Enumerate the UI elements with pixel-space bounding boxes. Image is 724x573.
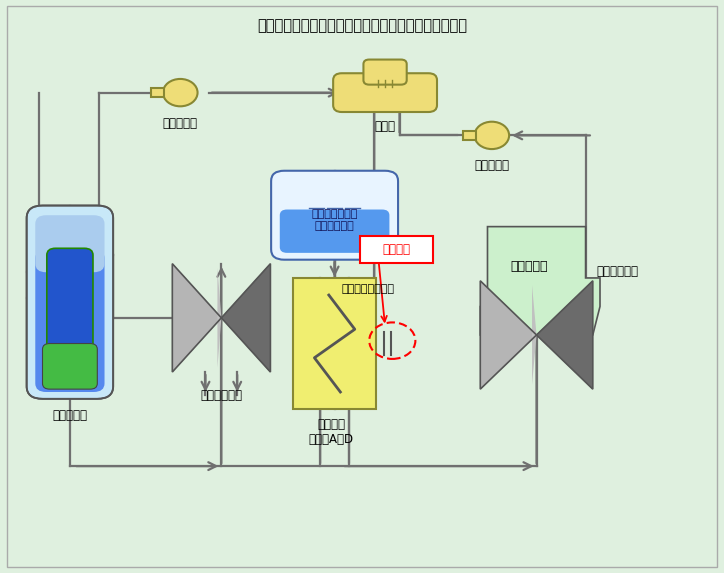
Polygon shape (172, 264, 222, 372)
Bar (463, 131, 476, 140)
Circle shape (163, 79, 198, 107)
Text: 低圧タービン: 低圧タービン (597, 265, 639, 278)
Polygon shape (480, 281, 536, 389)
FancyBboxPatch shape (360, 236, 434, 262)
Circle shape (474, 121, 509, 149)
FancyBboxPatch shape (35, 215, 104, 272)
Text: 給水ポンプ: 給水ポンプ (163, 116, 198, 129)
Polygon shape (217, 268, 222, 368)
Polygon shape (172, 264, 222, 372)
Text: 湿分分離加熱器
ドレンタンク: 湿分分離加熱器 ドレンタンク (311, 209, 358, 231)
Polygon shape (536, 281, 593, 389)
Polygon shape (536, 281, 593, 389)
Bar (151, 88, 164, 97)
Polygon shape (536, 281, 593, 389)
Polygon shape (222, 264, 270, 372)
FancyBboxPatch shape (43, 344, 97, 389)
Polygon shape (172, 264, 222, 372)
Polygon shape (222, 264, 270, 372)
FancyBboxPatch shape (363, 60, 407, 85)
Polygon shape (532, 285, 536, 385)
Text: 復　水　器: 復 水 器 (510, 260, 548, 273)
Text: 高圧給水加熱器へ: 高圧給水加熱器へ (342, 284, 395, 294)
Polygon shape (480, 281, 536, 389)
FancyBboxPatch shape (333, 73, 437, 112)
FancyBboxPatch shape (27, 206, 113, 399)
Text: 当該箇所: 当該箇所 (382, 243, 411, 256)
Polygon shape (480, 281, 536, 389)
Polygon shape (172, 264, 222, 372)
FancyBboxPatch shape (35, 249, 104, 392)
Polygon shape (222, 264, 270, 372)
FancyBboxPatch shape (271, 171, 398, 260)
Polygon shape (536, 281, 593, 389)
Polygon shape (222, 264, 270, 372)
Polygon shape (536, 281, 593, 389)
Polygon shape (222, 264, 270, 372)
Polygon shape (480, 281, 536, 389)
Bar (292, 278, 376, 409)
Polygon shape (480, 281, 536, 389)
Text: 復水ポンプ: 復水ポンプ (474, 159, 509, 172)
Polygon shape (480, 281, 536, 389)
Polygon shape (536, 281, 593, 389)
Polygon shape (536, 281, 593, 389)
Polygon shape (222, 264, 270, 372)
Polygon shape (222, 264, 270, 372)
Polygon shape (172, 264, 222, 372)
Polygon shape (480, 281, 536, 389)
Text: 脱気器: 脱気器 (374, 120, 395, 133)
Polygon shape (480, 281, 536, 389)
Polygon shape (536, 281, 593, 389)
Polygon shape (536, 281, 593, 389)
Polygon shape (480, 281, 536, 389)
FancyBboxPatch shape (279, 210, 390, 253)
Text: 高圧タービン: 高圧タービン (201, 389, 243, 402)
Polygon shape (222, 264, 270, 372)
Polygon shape (172, 264, 222, 372)
Polygon shape (480, 227, 600, 335)
Polygon shape (172, 264, 222, 372)
Polygon shape (222, 264, 270, 372)
Text: 蒸気発生器: 蒸気発生器 (52, 409, 88, 422)
Polygon shape (222, 264, 270, 372)
Polygon shape (222, 264, 270, 372)
Polygon shape (222, 264, 270, 372)
FancyBboxPatch shape (47, 248, 93, 376)
Polygon shape (172, 264, 222, 372)
Polygon shape (536, 281, 593, 389)
Text: 湿分分離
加熱器A～D: 湿分分離 加熱器A～D (308, 418, 353, 446)
Polygon shape (172, 264, 222, 372)
Polygon shape (172, 264, 222, 372)
Polygon shape (480, 281, 536, 389)
Polygon shape (172, 264, 222, 372)
Polygon shape (480, 281, 536, 389)
Polygon shape (536, 281, 593, 389)
Polygon shape (536, 281, 593, 389)
Text: 伊方発電所１号機　湿分分離加熱器まわり概略系統図: 伊方発電所１号機 湿分分離加熱器まわり概略系統図 (257, 18, 467, 33)
